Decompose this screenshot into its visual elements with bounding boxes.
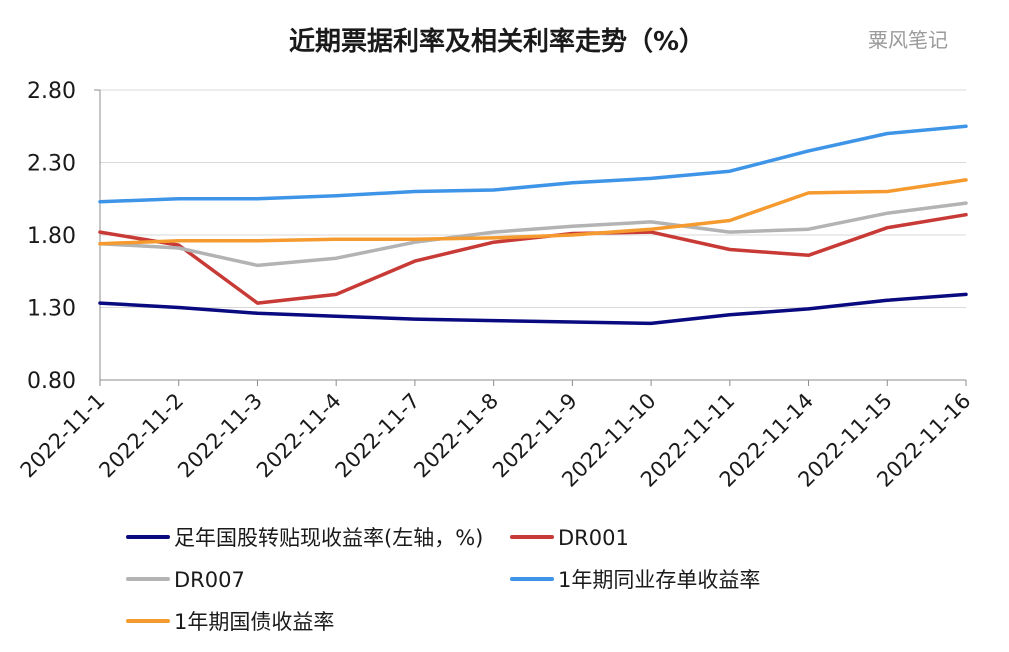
y-tick-label: 0.80 [27, 369, 76, 394]
y-axis-tick-labels: 2.80 2.30 1.80 1.30 0.80 [27, 79, 76, 394]
legend-label-1: DR001 [558, 526, 629, 550]
watermark-text: 粟风笔记 [868, 28, 948, 52]
x-axis-tick-labels: 2022-11-12022-11-22022-11-32022-11-42022… [16, 389, 976, 492]
y-tick-label: 2.30 [27, 152, 76, 177]
x-tick-label: 2022-11-1 [16, 389, 110, 483]
x-tick-label: 2022-11-7 [331, 389, 425, 483]
legend-label-3: 1年期同业存单收益率 [558, 568, 760, 592]
series-line-2 [98, 201, 968, 268]
legend: 足年国股转贴现收益率(左轴，%) DR001 DR007 1年期同业存单收益率 1年期国… [126, 526, 760, 634]
x-tick-label: 2022-11-8 [409, 389, 503, 483]
y-tick-label: 1.30 [27, 297, 76, 322]
series-lines [98, 124, 968, 326]
series-line-3 [98, 124, 968, 204]
y-tick-label: 2.80 [27, 79, 76, 104]
legend-label-4: 1年期国债收益率 [174, 610, 334, 634]
axes [94, 89, 967, 386]
x-tick-label: 2022-11-3 [173, 389, 267, 483]
series-line-4 [98, 178, 968, 246]
x-tick-label: 2022-11-2 [94, 389, 188, 483]
y-tick-label: 1.80 [27, 224, 76, 249]
series-line-0 [98, 292, 968, 326]
legend-label-0: 足年国股转贴现收益率(左轴，%) [174, 526, 483, 550]
chart-title: 近期票据利率及相关利率走势（%） [289, 26, 705, 57]
x-tick-label: 2022-11-4 [252, 389, 346, 483]
legend-label-2: DR007 [174, 568, 245, 592]
